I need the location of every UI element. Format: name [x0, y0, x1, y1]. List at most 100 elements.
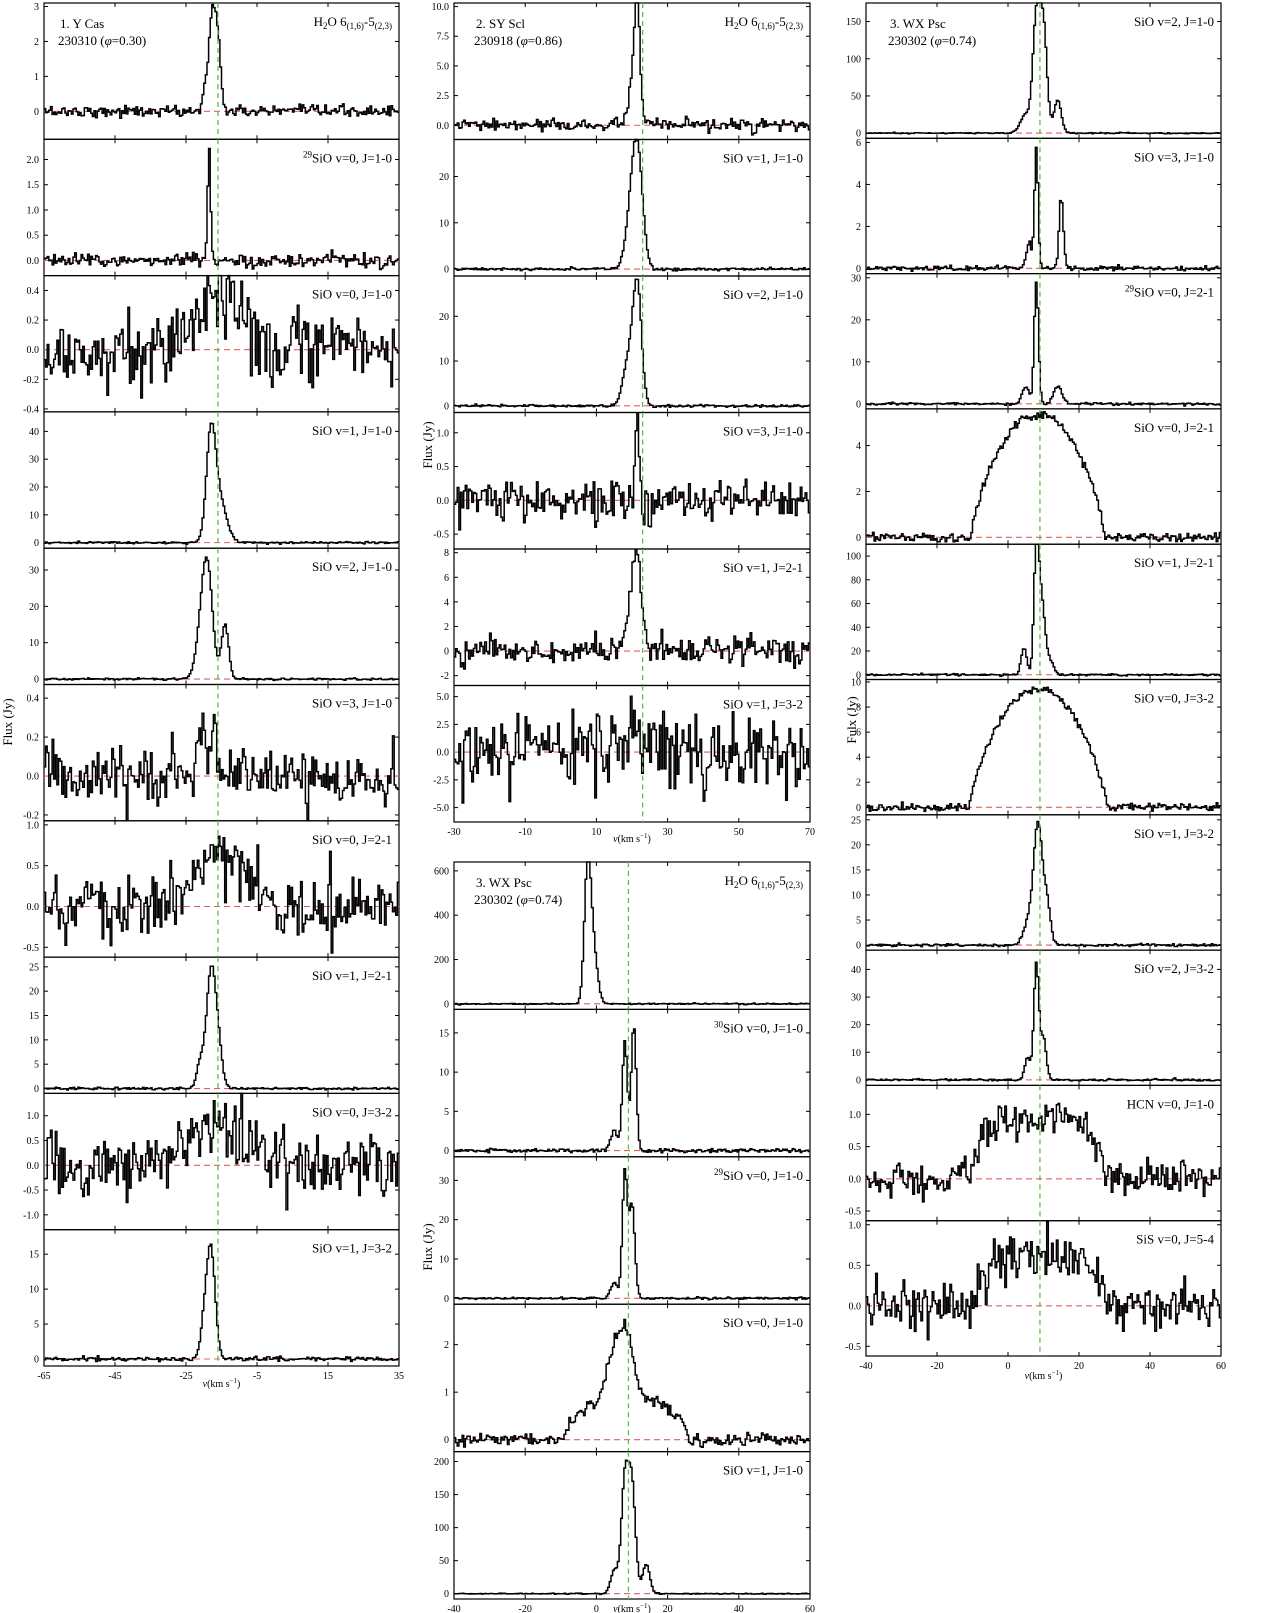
panel-frame [453, 1450, 811, 1600]
line-label: SiO v=0, J=2-1 [312, 832, 392, 847]
y-tick-label: 0.0 [27, 902, 40, 913]
y-tick-label: 2 [856, 487, 861, 498]
spectrum-trace [44, 3, 399, 120]
x-tick-label: 50 [734, 827, 744, 838]
y-tick-label: 0.4 [27, 286, 40, 297]
ylabel-col2-bottom: Flux (Jy) [420, 1223, 435, 1270]
x-tick-label: -45 [108, 1371, 121, 1382]
y-tick-label: 0 [856, 129, 861, 140]
x-tick-label: 40 [734, 1604, 744, 1613]
y-tick-label: 0.5 [849, 1261, 862, 1272]
panel-c4p1: 0 50 100 150 SiO v=2, J=1-0 3. WX Psc 230302 (… [846, 2, 1222, 140]
y-tick-label: 0.5 [27, 861, 40, 872]
epoch-phase: 230310 (φ=0.30) [58, 33, 146, 48]
spectrum-trace [44, 556, 399, 682]
x-tick-label: -30 [447, 827, 460, 838]
panel-c2p2: 0 10 20 SiO v=1, J=1-0 [439, 138, 811, 277]
line-label: SiS v=0, J=5-4 [1136, 1232, 1214, 1247]
y-tick-label: 0 [34, 538, 39, 549]
x-axis-label: v(km s−1) [1025, 1369, 1063, 1382]
x-tick-label: 70 [805, 827, 815, 838]
y-tick-label: 100 [846, 54, 861, 65]
y-tick-label: 50 [851, 91, 861, 102]
x-tick-label: -20 [930, 1361, 943, 1372]
y-tick-label: 2 [856, 222, 861, 233]
spectrum-trace [866, 1221, 1221, 1341]
y-tick-label: 0 [34, 107, 39, 118]
y-tick-label: 2.0 [27, 155, 40, 166]
y-tick-label: -0.5 [433, 530, 449, 541]
y-tick-label: 1.0 [849, 1110, 862, 1121]
y-tick-label: 15 [29, 1011, 39, 1022]
y-tick-label: 0.5 [849, 1142, 862, 1153]
panel-c3p5: 0 50 100 150 200 SiO v=1, J=1-0 [434, 1450, 811, 1600]
y-tick-label: 0 [444, 1589, 449, 1600]
spectrum-trace [454, 1318, 810, 1448]
y-tick-label: 20 [851, 315, 861, 326]
y-tick-label: -0.5 [845, 1342, 861, 1353]
y-tick-label: 2 [856, 778, 861, 789]
y-tick-label: 1.0 [27, 205, 40, 216]
y-tick-label: -0.4 [23, 404, 39, 415]
spectrum-trace [44, 1092, 399, 1211]
y-tick-label: -5.0 [433, 803, 449, 814]
x-axis-label: v(km s−1) [613, 832, 651, 845]
line-label: 29SiO v=0, J=1-0 [303, 149, 392, 165]
y-tick-label: 4 [856, 441, 861, 452]
line-label: H2O 6(1,6)-5(2,3) [314, 14, 392, 31]
line-label: SiO v=2, J=1-0 [1134, 14, 1214, 29]
y-tick-label: 30 [851, 273, 861, 284]
y-tick-label: 0.0 [27, 345, 40, 356]
y-tick-label: 0.5 [27, 1136, 40, 1147]
ylabel-col1: Flux (Jy) [0, 698, 15, 745]
y-tick-label: 200 [434, 1457, 449, 1468]
line-label: SiO v=3, J=1-0 [1134, 149, 1214, 164]
panel-block-2: 0.0 2.5 5.0 7.5 10.0 H2O 6(1,6)-5(2,3) 2. SY S… [432, 2, 816, 845]
y-tick-label: 10 [851, 357, 861, 368]
line-label: SiO v=0, J=3-2 [312, 1104, 392, 1119]
y-tick-label: -0.5 [845, 1207, 861, 1218]
y-tick-label: 10 [29, 1035, 39, 1046]
y-tick-label: 0 [856, 803, 861, 814]
spectrum-trace [44, 147, 399, 271]
y-tick-label: 0.0 [27, 1161, 40, 1172]
y-tick-label: 40 [851, 623, 861, 634]
spectrum-trace [866, 1102, 1221, 1203]
y-tick-label: 0 [444, 401, 449, 412]
panel-c4p9: -0.5 0.0 0.5 1.0 HCN v=0, J=1-0 [845, 1084, 1222, 1222]
panel-c1p5: 0 10 20 30 SiO v=2, J=1-0 [29, 547, 400, 686]
line-label: SiO v=2, J=1-0 [312, 559, 392, 574]
line-label: HCN v=0, J=1-0 [1127, 1096, 1214, 1111]
y-tick-label: -0.2 [23, 810, 39, 821]
y-tick-label: 15 [29, 1250, 39, 1261]
y-tick-label: 20 [439, 172, 449, 183]
y-tick-label: 50 [439, 1556, 449, 1567]
y-tick-label: 4 [444, 597, 449, 608]
y-tick-label: 10 [851, 1048, 861, 1059]
y-tick-label: 0.0 [27, 772, 40, 783]
spectrum-trace [44, 274, 399, 399]
y-tick-label: 7.5 [437, 32, 450, 43]
source-name: 2. SY Scl [476, 16, 525, 31]
y-tick-label: 600 [434, 866, 449, 877]
y-tick-label: 1 [444, 1388, 449, 1399]
y-tick-label: 5.0 [437, 61, 450, 72]
panel-c4p3: 0 10 20 30 29SiO v=0, J=2-1 [851, 273, 1222, 410]
panel-c2p6: -5.0 -2.5 0.0 2.5 5.0 SiO v=1, J=3-2 [433, 684, 811, 823]
panel-c4p2: 0 2 4 6 SiO v=3, J=1-0 [856, 137, 1222, 275]
y-tick-label: 0 [444, 999, 449, 1010]
panel-c4p4: 0 2 4 SiO v=0, J=2-1 [856, 408, 1222, 545]
y-tick-label: 20 [439, 312, 449, 323]
panel-c1p4: 0 10 20 30 40 SiO v=1, J=1-0 [29, 411, 400, 549]
y-tick-label: -1.0 [23, 1210, 39, 1221]
y-tick-label: 10 [29, 638, 39, 649]
y-tick-label: 0 [444, 1146, 449, 1157]
y-tick-label: 4 [856, 180, 861, 191]
panel-c1p6: -0.2 0.0 0.2 0.4 SiO v=3, J=1-0 [23, 683, 400, 822]
x-tick-label: 10 [591, 827, 601, 838]
y-tick-label: 0 [444, 1435, 449, 1446]
panel-c1p3: -0.4 -0.2 0.0 0.2 0.4 SiO v=0, J=1-0 [23, 274, 400, 415]
y-tick-label: 0.5 [437, 462, 450, 473]
line-label: SiO v=2, J=1-0 [723, 287, 803, 302]
y-tick-label: 0 [856, 941, 861, 952]
